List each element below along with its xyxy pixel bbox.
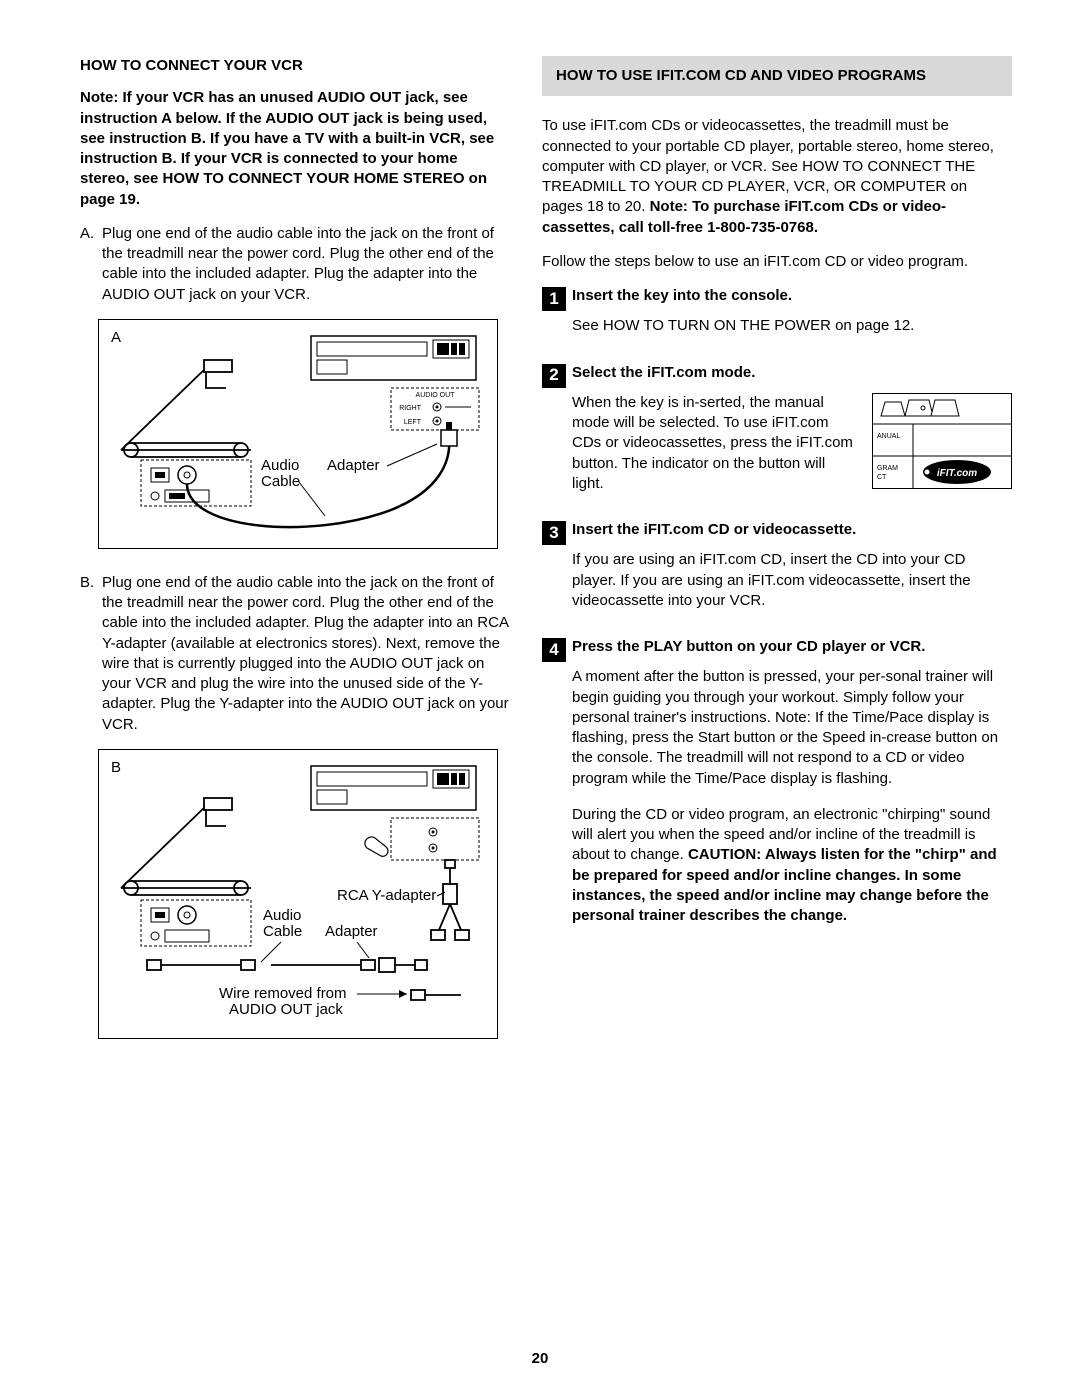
figure-b-rca-label: RCA Y-adapter [337, 887, 436, 904]
instruction-a-letter: A. [80, 224, 102, 305]
instruction-b-text: Plug one end of the audio cable into the… [102, 573, 510, 735]
figure-a-svg: AUDIO OUT RIGHT LEFT [111, 330, 487, 540]
step-4-title: Press the PLAY button on your CD player … [572, 637, 1012, 657]
step-2-text: When the key is in-serted, the manual mo… [572, 393, 858, 494]
right-heading-box: HOW TO USE IFIT.COM CD AND VIDEO PROGRAM… [542, 56, 1012, 96]
figure-b-audio-label: Audio [263, 907, 301, 924]
two-column-layout: HOW TO CONNECT YOUR VCR Note: If your VC… [80, 56, 1012, 1063]
instruction-a-text: Plug one end of the audio cable into the… [102, 224, 510, 305]
figure-a-label: A [111, 328, 121, 348]
step-4-number: 4 [542, 638, 566, 662]
right-heading: HOW TO USE IFIT.COM CD AND VIDEO PROGRAM… [556, 66, 998, 86]
svg-text:Cable: Cable [261, 473, 300, 490]
step-1-text: See HOW TO TURN ON THE POWER on page 12. [572, 316, 1012, 336]
right-column: HOW TO USE IFIT.COM CD AND VIDEO PROGRAM… [542, 56, 1012, 1063]
step-1: 1 Insert the key into the console. See H… [542, 286, 1012, 353]
right-intro-2: Follow the steps below to use an iFIT.co… [542, 252, 1012, 272]
step-3-title: Insert the iFIT.com CD or videocassette. [572, 520, 1012, 540]
figure-b-wire-label-2: AUDIO OUT jack [229, 1001, 343, 1018]
instruction-a: A. Plug one end of the audio cable into … [80, 224, 510, 305]
svg-text:GRAM: GRAM [877, 465, 898, 472]
figure-a-adapter-label: Adapter [327, 457, 380, 474]
step-3-text: If you are using an iFIT.com CD, insert … [572, 550, 1012, 611]
left-note: Note: If your VCR has an unused AUDIO OU… [80, 88, 510, 210]
svg-text:CT: CT [877, 474, 887, 481]
figure-b-label: B [111, 758, 121, 778]
instruction-b-letter: B. [80, 573, 102, 735]
step-4-text-1: A moment after the button is pressed, yo… [572, 667, 1012, 789]
svg-text:RIGHT: RIGHT [399, 405, 422, 412]
step-2-number: 2 [542, 364, 566, 388]
page-number: 20 [0, 1349, 1080, 1369]
figure-b-svg: RCA Y-adapter Audio Cable Adapter Wire r… [111, 760, 487, 1028]
figure-b: B [98, 749, 498, 1039]
step-1-title: Insert the key into the console. [572, 286, 1012, 306]
figure-a: A AUDIO OUT RIGHT LEFT [98, 319, 498, 549]
step-1-number: 1 [542, 287, 566, 311]
step-3: 3 Insert the iFIT.com CD or videocassett… [542, 520, 1012, 627]
svg-text:iFIT.com: iFIT.com [937, 468, 977, 479]
svg-text:Cable: Cable [263, 923, 302, 940]
step-3-number: 3 [542, 521, 566, 545]
left-column: HOW TO CONNECT YOUR VCR Note: If your VC… [80, 56, 510, 1063]
instruction-b: B. Plug one end of the audio cable into … [80, 573, 510, 735]
left-heading: HOW TO CONNECT YOUR VCR [80, 56, 510, 76]
right-intro-1: To use iFIT.com CDs or videocassettes, t… [542, 116, 1012, 238]
figure-a-audio-cable-label: Audio [261, 457, 299, 474]
step-2: 2 Select the iFIT.com mode. When the key… [542, 363, 1012, 511]
step-2-title: Select the iFIT.com mode. [572, 363, 1012, 383]
figure-b-adapter-label: Adapter [325, 923, 378, 940]
svg-text:LEFT: LEFT [404, 419, 422, 426]
step-4: 4 Press the PLAY button on your CD playe… [542, 637, 1012, 942]
step-4-text-2: During the CD or video program, an elect… [572, 805, 1012, 927]
figure-b-wire-label-1: Wire removed from [219, 985, 347, 1002]
step-2-console-illustration: ANUAL GRAM CT iFIT.com [872, 393, 1012, 489]
svg-text:ANUAL: ANUAL [877, 433, 900, 440]
figure-a-audio-out-label: AUDIO OUT [416, 392, 456, 399]
